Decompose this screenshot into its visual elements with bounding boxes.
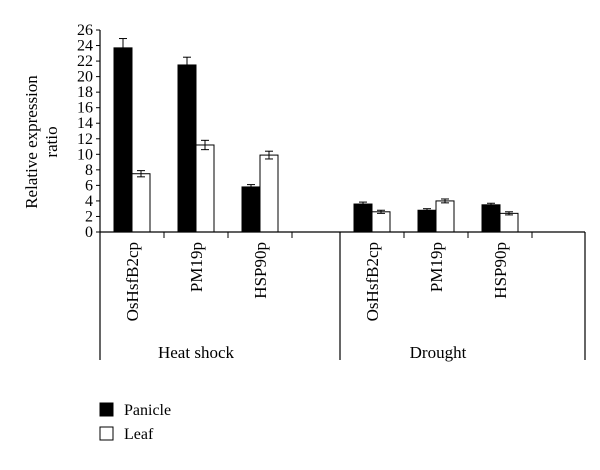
category-label: OsHsfB2cp xyxy=(363,242,382,321)
y-tick-label: 22 xyxy=(77,53,93,70)
bar-leaf xyxy=(499,212,519,233)
legend-label-panicle: Panicle xyxy=(124,402,171,419)
y-tick-label: 12 xyxy=(77,131,93,148)
bar-panicle xyxy=(177,64,197,233)
y-tick-label: 10 xyxy=(77,146,93,163)
category-label: HSP90p xyxy=(251,242,270,299)
category-label: PM19p xyxy=(187,242,206,292)
y-tick-label: 2 xyxy=(85,208,93,225)
group-label: Drought xyxy=(410,343,467,362)
bar-panicle xyxy=(241,186,261,233)
y-tick-label: 6 xyxy=(85,177,93,194)
y-tick-label: 16 xyxy=(77,100,93,117)
legend-swatch-panicle xyxy=(99,402,114,417)
bar-leaf xyxy=(195,144,215,233)
bars xyxy=(113,38,519,233)
legend-label-leaf: Leaf xyxy=(124,426,154,443)
y-axis-title-line-1: Relative expression xyxy=(22,75,41,209)
bar-leaf xyxy=(371,211,391,233)
bar-leaf xyxy=(131,173,151,233)
bar-leaf xyxy=(259,154,279,233)
y-tick-label: 0 xyxy=(85,224,93,241)
y-tick-label: 14 xyxy=(77,115,93,132)
y-tick-label: 24 xyxy=(77,38,93,55)
y-tick-label: 4 xyxy=(85,193,93,210)
category-label: PM19p xyxy=(427,242,446,292)
legend-swatch-leaf xyxy=(99,426,114,441)
bar-panicle xyxy=(481,204,501,233)
y-tick-label: 8 xyxy=(85,162,93,179)
category-label: OsHsfB2cp xyxy=(123,242,142,321)
y-tick-label: 18 xyxy=(77,84,93,101)
legend: Panicle Leaf xyxy=(99,402,171,443)
bar-panicle xyxy=(113,47,133,233)
y-tick-label: 26 xyxy=(77,22,93,39)
bar-leaf xyxy=(435,200,455,233)
bar-panicle xyxy=(353,203,373,233)
y-axis-title-line-2: ratio xyxy=(42,126,61,157)
y-axis-title: Relative expression ratio xyxy=(22,75,61,209)
group-label: Heat shock xyxy=(158,343,235,362)
category-label: HSP90p xyxy=(491,242,510,299)
bar-panicle xyxy=(417,209,437,233)
y-tick-label: 20 xyxy=(77,69,93,86)
x-axis: OsHsfB2cp PM19p HSP90p Heat shock OsHsfB2cp P… xyxy=(99,231,586,362)
